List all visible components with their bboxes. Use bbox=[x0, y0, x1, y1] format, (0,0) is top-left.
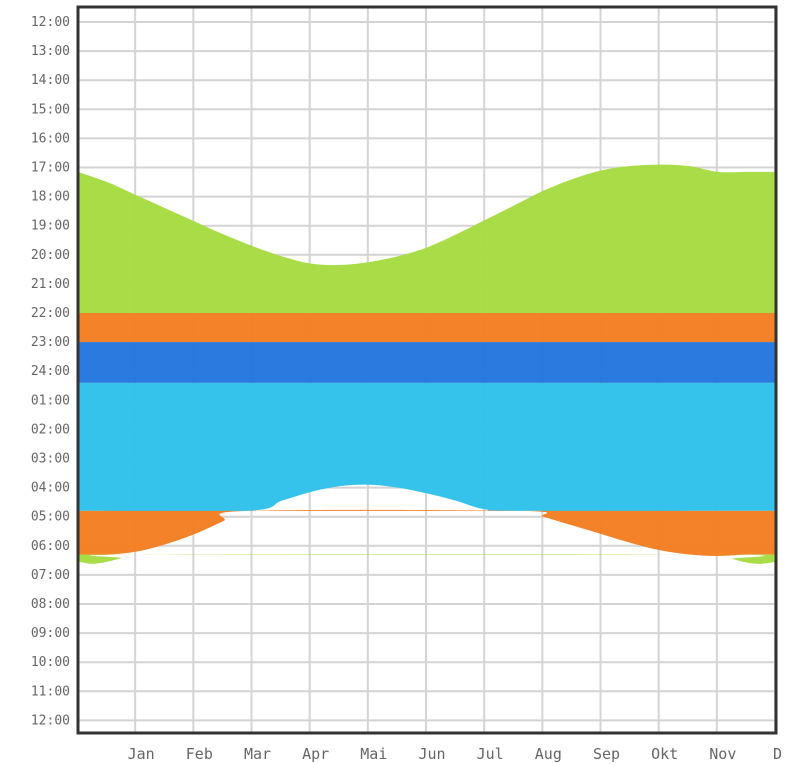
y-tick-label: 08:00 bbox=[31, 597, 70, 612]
x-tick-label: Mai bbox=[360, 745, 387, 763]
y-axis-labels: 12:00 13:00 14:00 15:00 16:00 17:00 18:00 19:00… bbox=[31, 15, 70, 728]
y-tick-label: 18:00 bbox=[31, 190, 70, 205]
band-area-0 bbox=[78, 164, 776, 313]
y-tick-label: 02:00 bbox=[31, 422, 70, 437]
band-areas bbox=[78, 164, 776, 564]
y-tick-label: 15:00 bbox=[31, 102, 70, 117]
x-tick-label: Jun bbox=[418, 745, 445, 763]
y-tick-label: 13:00 bbox=[31, 44, 70, 59]
x-tick-label: Jan bbox=[128, 745, 155, 763]
y-tick-label: 14:00 bbox=[31, 73, 70, 88]
band-area-2 bbox=[78, 342, 776, 383]
y-tick-label: 10:00 bbox=[31, 655, 70, 670]
x-tick-label: D bbox=[773, 745, 782, 763]
y-tick-label: 11:00 bbox=[31, 684, 70, 699]
y-tick-label: 21:00 bbox=[31, 277, 70, 292]
y-tick-label: 23:00 bbox=[31, 335, 70, 350]
y-tick-label: 06:00 bbox=[31, 539, 70, 554]
y-tick-label: 20:00 bbox=[31, 248, 70, 263]
y-tick-label: 12:00 bbox=[31, 713, 70, 728]
band-area-3 bbox=[78, 382, 776, 512]
x-axis-labels: Jan Feb Mar Apr Mai Jun Jul Aug Sep Okt Nov D bbox=[128, 745, 782, 763]
x-tick-label: Sep bbox=[593, 745, 620, 763]
y-tick-label: 16:00 bbox=[31, 131, 70, 146]
x-tick-label: Nov bbox=[709, 745, 736, 763]
band-area-1 bbox=[78, 313, 776, 343]
x-tick-label: Feb bbox=[186, 745, 213, 763]
y-tick-label: 09:00 bbox=[31, 626, 70, 641]
y-tick-label: 12:00 bbox=[31, 15, 70, 30]
y-tick-label: 22:00 bbox=[31, 306, 70, 321]
y-tick-label: 01:00 bbox=[31, 393, 70, 408]
y-tick-label: 24:00 bbox=[31, 364, 70, 379]
x-tick-label: Apr bbox=[302, 745, 329, 763]
y-tick-label: 03:00 bbox=[31, 452, 70, 467]
y-tick-label: 04:00 bbox=[31, 481, 70, 496]
y-tick-label: 19:00 bbox=[31, 219, 70, 234]
plot-frame bbox=[76, 5, 778, 735]
x-tick-label: Okt bbox=[651, 745, 678, 763]
band-area-4 bbox=[78, 509, 776, 556]
x-tick-label: Mar bbox=[244, 745, 271, 763]
y-tick-label: 17:00 bbox=[31, 161, 70, 176]
y-tick-label: 05:00 bbox=[31, 510, 70, 525]
y-tick-label: 07:00 bbox=[31, 568, 70, 583]
x-tick-label: Aug bbox=[535, 745, 562, 763]
x-tick-label: Jul bbox=[477, 745, 504, 763]
